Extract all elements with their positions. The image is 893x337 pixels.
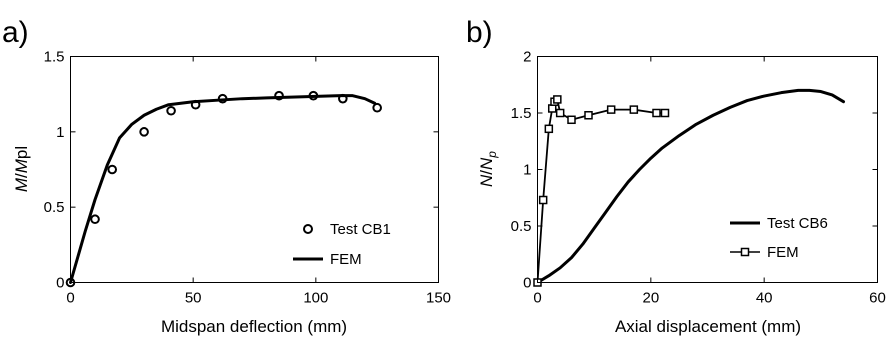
y-axis-title-b-sym: N [477, 174, 496, 187]
x-tick-label-b: 60 [869, 290, 886, 307]
y-tick-label-a: 0 [56, 275, 64, 292]
x-tick-label-a: 100 [303, 290, 328, 307]
y-axis-title-a-slash: / [12, 173, 31, 178]
data-point-fem-b [567, 115, 576, 125]
panel-a: a) 0 0.5 1 1.5 0 50 100 150 Midspan deflection… [2, 16, 451, 336]
panel-b: b) 0 0.5 1 1.5 2 0 20 40 60 Axial displacement … [466, 16, 886, 336]
data-point-test-cb1-a [274, 90, 284, 101]
data-point-fem-b [652, 108, 661, 118]
panel-label-a: a) [2, 16, 29, 49]
x-axis-title-b: Axial displacement (mm) [615, 317, 801, 336]
legend-label-test-cb1: Test CB1 [330, 221, 391, 238]
legend-label-fem-a: FEM [330, 251, 362, 268]
x-tick-label-a: 50 [185, 290, 202, 307]
series-line-test-cb6-b [536, 88, 845, 284]
data-point-test-cb1-a [166, 105, 176, 116]
y-ticks-a: 0 0.5 1 1.5 [44, 49, 439, 292]
y-axis-title-a: M/Mpl [12, 146, 31, 192]
y-tick-label-a: 0.5 [44, 199, 65, 216]
y-axis-title-b-sym2: N [477, 157, 496, 170]
plot-frame-a [70, 56, 439, 283]
legend-label-test-cb6: Test CB6 [767, 215, 828, 232]
x-tick-label-b: 40 [756, 290, 773, 307]
data-point-fem-b [584, 111, 593, 120]
y-tick-label-b: 0.5 [511, 218, 532, 235]
legend-label-fem-b: FEM [767, 244, 799, 261]
x-tick-label-a: 0 [66, 290, 74, 307]
legend-marker-fem-b [740, 247, 750, 257]
data-point-test-cb1-a [372, 102, 382, 113]
y-tick-label-b: 1 [523, 162, 531, 179]
x-tick-label-a: 150 [426, 290, 451, 307]
legend-marker-test-cb1 [303, 224, 313, 234]
data-point-test-cb1-a [139, 127, 149, 137]
data-point-fem-b [538, 195, 548, 205]
y-tick-label-b: 0 [523, 275, 531, 292]
data-point-fem-b [553, 95, 562, 104]
data-point-fem-b [629, 105, 639, 114]
series-line-fem-a [69, 94, 377, 284]
x-ticks-b: 0 20 40 60 [533, 56, 886, 307]
y-tick-label-b: 1.5 [511, 105, 532, 122]
x-ticks-a: 0 50 100 150 [66, 56, 451, 307]
y-axis-title-a-sub: pl [12, 146, 31, 159]
y-tick-label-b: 2 [523, 49, 531, 66]
legend-a: Test CB1 FEM [293, 221, 391, 268]
plot-area-b [533, 88, 845, 287]
data-point-fem-b [660, 108, 670, 118]
plot-frame-b [537, 56, 878, 283]
plot-area-a [65, 90, 382, 288]
data-point-fem-b [547, 104, 557, 113]
y-axis-title-b-slash: / [477, 170, 496, 175]
y-axis-title-a-sym2: M [12, 158, 31, 173]
x-tick-label-b: 0 [533, 290, 541, 307]
series-line-fem-b [536, 98, 666, 284]
y-axis-title-a-sym: M [12, 177, 31, 192]
legend-b: Test CB6 FEM [730, 215, 828, 261]
x-axis-title-a: Midspan deflection (mm) [161, 317, 347, 336]
y-axis-title-b: N/Np [477, 151, 499, 187]
data-point-test-cb1-a [107, 164, 118, 175]
data-point-test-cb1-a [90, 214, 100, 225]
panel-label-b: b) [466, 16, 493, 49]
y-ticks-b: 0 0.5 1 1.5 2 [511, 49, 878, 292]
data-point-fem-b [606, 105, 616, 114]
data-point-fem-b [555, 108, 565, 118]
x-tick-label-b: 20 [642, 290, 659, 307]
data-point-fem-b [544, 124, 554, 134]
y-axis-title-b-sub: p [485, 151, 499, 159]
y-tick-label-a: 1.5 [44, 49, 65, 66]
y-tick-label-a: 1 [56, 124, 64, 141]
